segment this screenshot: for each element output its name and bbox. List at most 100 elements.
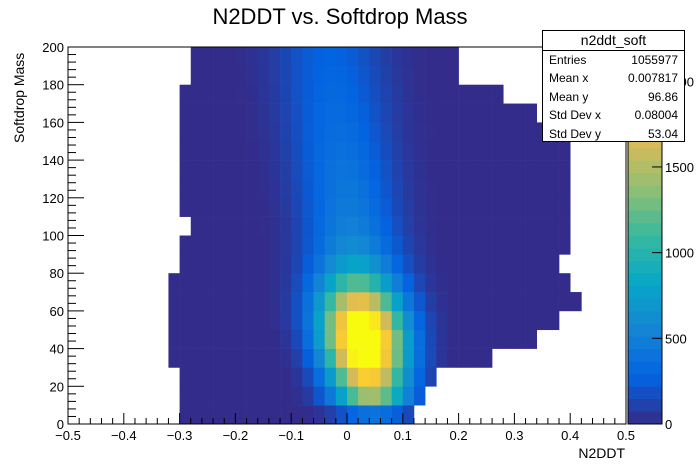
heatmap-cell — [224, 405, 236, 425]
heatmap-cell — [335, 329, 348, 349]
heatmap-cell — [246, 348, 259, 368]
heatmap-cell — [514, 103, 526, 123]
heatmap-cell — [313, 160, 325, 180]
heatmap-cell — [492, 235, 504, 255]
heatmap-cell — [190, 141, 203, 161]
heatmap-cell — [313, 386, 325, 406]
heatmap-cell — [369, 310, 381, 331]
heatmap-cell — [347, 141, 359, 161]
heatmap-cell — [380, 329, 392, 349]
heatmap-cell — [503, 216, 515, 236]
heatmap-cell — [559, 292, 571, 312]
heatmap-cell — [201, 367, 214, 387]
heatmap-cell — [425, 103, 437, 123]
heatmap-cell — [447, 197, 459, 217]
heatmap-cell — [190, 47, 203, 67]
heatmap-cell — [313, 197, 325, 217]
heatmap-cell — [413, 47, 426, 67]
heatmap-cell — [380, 178, 392, 199]
heatmap-cell — [324, 103, 337, 123]
heatmap-cell — [391, 348, 404, 368]
heatmap-cell — [335, 84, 348, 104]
heatmap-cell — [280, 160, 292, 180]
heatmap-cell — [547, 197, 560, 217]
y-tick-label: 180 — [42, 78, 64, 93]
heatmap-cell — [480, 310, 493, 331]
heatmap-cell — [190, 405, 203, 425]
heatmap-cell — [503, 310, 515, 331]
heatmap-cell — [302, 178, 314, 199]
heatmap-cell — [391, 47, 404, 67]
x-tick-label: −0.3 — [167, 428, 193, 443]
heatmap-cell — [458, 178, 471, 199]
heatmap-cell — [335, 65, 348, 85]
heatmap-cell — [436, 292, 448, 312]
heatmap-cell — [514, 273, 526, 293]
heatmap-cell — [213, 348, 225, 368]
heatmap-cell — [525, 235, 538, 255]
heatmap-cell — [425, 292, 437, 312]
heatmap-cell — [168, 310, 180, 331]
heatmap-cell — [547, 310, 560, 331]
heatmap-cell — [358, 254, 370, 274]
heatmap-cell — [347, 329, 359, 349]
heatmap-cell — [335, 47, 348, 67]
heatmap-cell — [480, 197, 493, 217]
colorbar-band — [628, 398, 662, 412]
heatmap-cell — [402, 160, 415, 180]
heatmap-cell — [224, 160, 236, 180]
heatmap-cell — [458, 273, 471, 293]
heatmap-cell — [179, 235, 192, 255]
heatmap-cell — [257, 84, 270, 104]
heatmap-cell — [413, 65, 426, 85]
heatmap-cell — [358, 197, 370, 217]
heatmap-cell — [402, 273, 415, 293]
y-tick-label: 120 — [42, 191, 64, 206]
heatmap-cell — [280, 273, 292, 293]
heatmap-cell — [246, 178, 259, 199]
heatmap-cell — [291, 216, 303, 236]
heatmap-cell — [425, 254, 437, 274]
heatmap-cell — [503, 292, 515, 312]
heatmap-cell — [480, 348, 493, 368]
heatmap-cell — [324, 405, 337, 425]
stats-row-mean-x: Mean x 0.007817 — [543, 69, 684, 87]
stats-row-mean-y: Mean y 96.86 — [543, 88, 684, 106]
heatmap-cell — [380, 273, 392, 293]
heatmap-cell — [402, 197, 415, 217]
heatmap-cell — [291, 103, 303, 123]
x-tick-label: −0.4 — [111, 428, 137, 443]
heatmap-cell — [280, 329, 292, 349]
heatmap-cell — [458, 197, 471, 217]
heatmap-cell — [313, 141, 325, 161]
heatmap-cell — [347, 386, 359, 406]
heatmap-cell — [369, 197, 381, 217]
heatmap-cell — [380, 47, 392, 67]
heatmap-cell — [224, 84, 236, 104]
heatmap-cell — [503, 122, 515, 142]
colorbar-band — [628, 348, 662, 362]
heatmap-cell — [324, 47, 337, 67]
heatmap-cell — [302, 273, 314, 293]
heatmap-cell — [570, 292, 582, 312]
heatmap-cell — [224, 216, 236, 236]
heatmap-cell — [179, 310, 192, 331]
stats-value: 96.86 — [647, 89, 678, 104]
heatmap-cell — [313, 329, 325, 349]
heatmap-cell — [436, 310, 448, 331]
heatmap-cell — [480, 254, 493, 274]
heatmap-cell — [235, 273, 247, 293]
heatmap-cell — [436, 84, 448, 104]
heatmap-cell — [458, 141, 471, 161]
heatmap-cell — [246, 292, 259, 312]
heatmap-cell — [536, 216, 549, 236]
heatmap-cell — [302, 47, 314, 67]
heatmap-cell — [447, 65, 459, 85]
heatmap-cell — [492, 292, 504, 312]
heatmap-cell — [369, 405, 381, 425]
heatmap-cell — [313, 405, 325, 425]
heatmap-cell — [358, 141, 370, 161]
heatmap-cell — [447, 84, 459, 104]
heatmap-cell — [302, 216, 314, 236]
heatmap-cell — [335, 310, 348, 331]
